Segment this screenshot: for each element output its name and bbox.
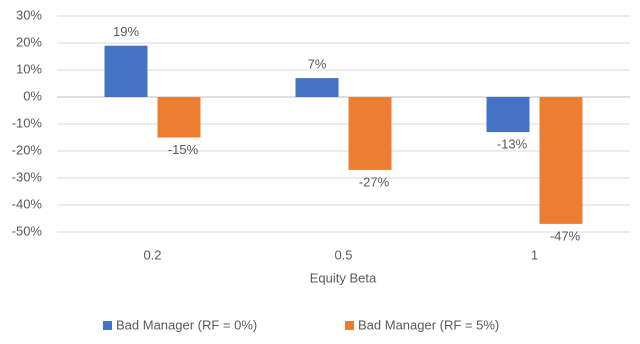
y-tick-label: -40%	[12, 196, 43, 211]
x-tick-label: 0.2	[143, 247, 161, 262]
data-label: -13%	[497, 137, 528, 152]
legend-label: Bad Manager (RF = 5%)	[358, 317, 499, 332]
y-tick-label: 20%	[16, 34, 42, 49]
data-label: 7%	[308, 57, 327, 72]
legend-swatch	[345, 321, 354, 330]
y-tick-label: -50%	[12, 223, 43, 238]
legend-swatch	[103, 321, 112, 330]
y-tick-label: -30%	[12, 169, 43, 184]
bar	[486, 97, 530, 133]
bar	[539, 97, 583, 224]
data-label: -27%	[359, 174, 390, 189]
data-label: -15%	[168, 142, 199, 157]
data-label: -47%	[550, 228, 581, 243]
bar	[295, 78, 339, 97]
bar	[157, 97, 201, 138]
y-tick-label: 10%	[16, 61, 42, 76]
x-tick-label: 0.5	[334, 247, 352, 262]
bar	[348, 97, 392, 170]
y-tick-label: 30%	[16, 7, 42, 22]
legend-label: Bad Manager (RF = 0%)	[116, 317, 257, 332]
data-label: 19%	[113, 24, 139, 39]
y-tick-label: -10%	[12, 115, 43, 130]
bar	[104, 45, 148, 97]
x-axis-title: Equity Beta	[310, 270, 377, 285]
y-tick-label: 0%	[23, 88, 42, 103]
y-tick-label: -20%	[12, 142, 43, 157]
x-tick-label: 1	[531, 247, 538, 262]
